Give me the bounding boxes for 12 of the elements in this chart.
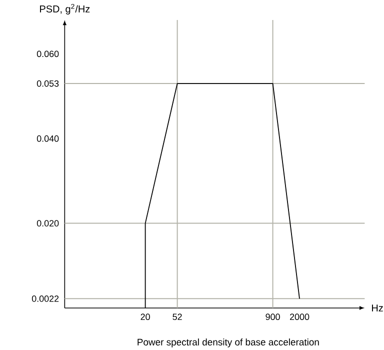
text: Power spectral density of base acceleration: [138, 338, 319, 348]
x-tick-label: 2000: [290, 314, 310, 320]
y-tick-label: 0.060: [36, 50, 59, 58]
y-tick-label: 0.020: [36, 220, 59, 226]
x-axis-title: Hz: [372, 304, 383, 312]
x-tick-label: 20: [140, 314, 150, 320]
x-tick-label: 900: [266, 314, 280, 320]
x-tick-label: 52: [172, 314, 182, 320]
y-tick-label: 0.040: [36, 135, 59, 142]
y-tick-label: 0.0022: [32, 296, 59, 302]
y-tick-label: 0.053: [36, 80, 59, 87]
y-axis-title: PSD, g$^{2}$/Hz: [40, 4, 90, 14]
